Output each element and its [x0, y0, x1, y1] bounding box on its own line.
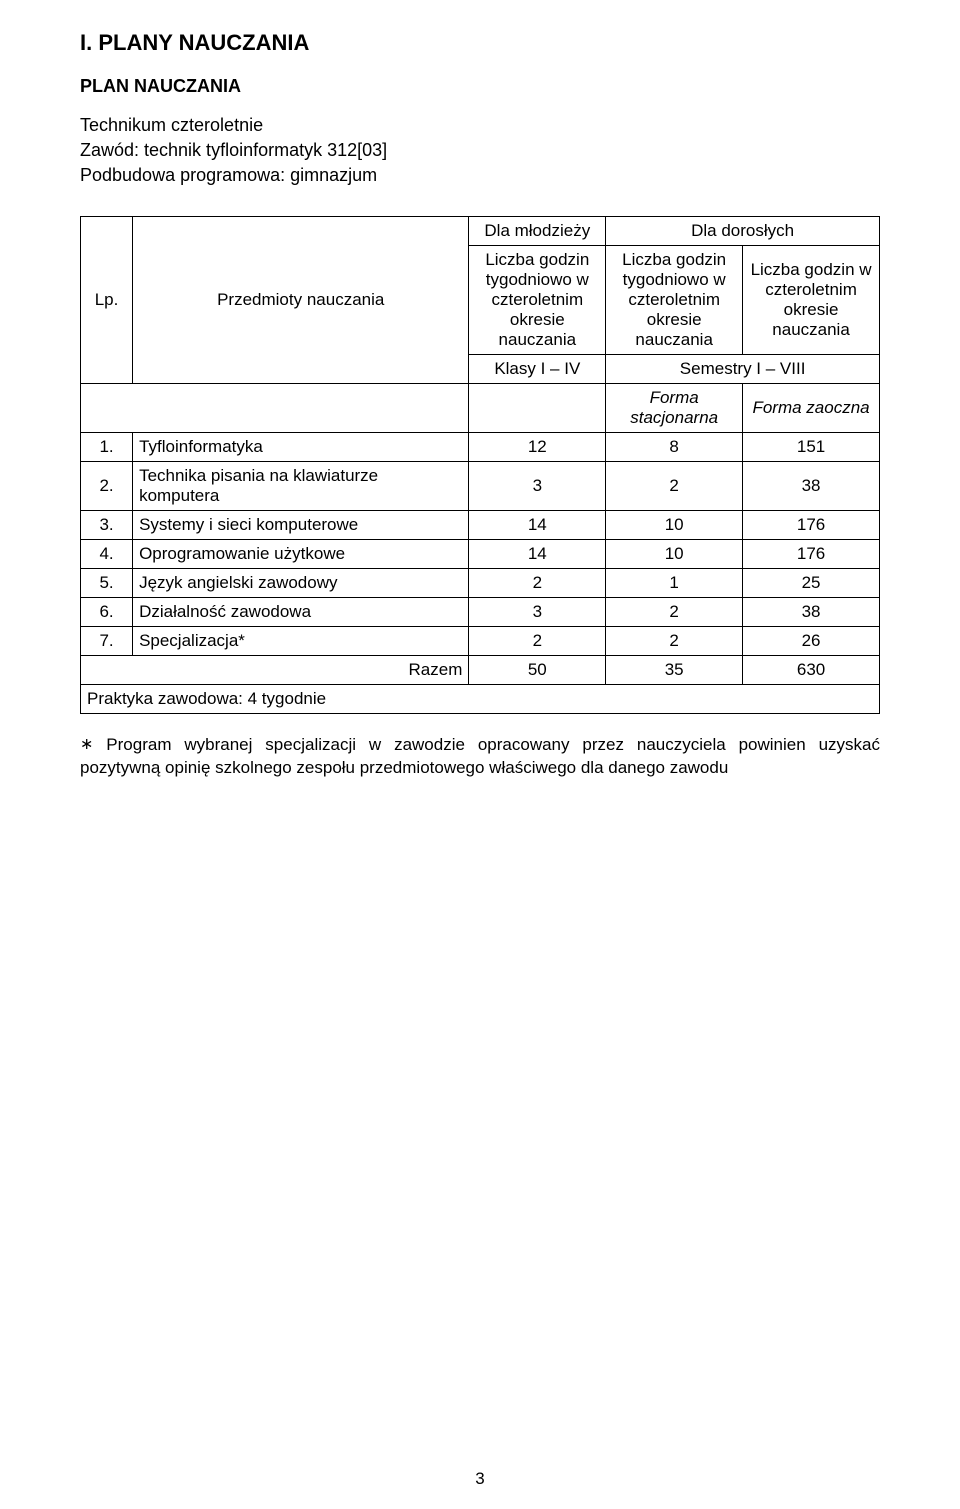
cell-name: Technika pisania na klawiaturze komputer… — [133, 462, 469, 511]
header-mlodziez: Dla młodzieży — [469, 217, 606, 246]
table-row: 6. Działalność zawodowa 3 2 38 — [81, 598, 880, 627]
header-col-c: Liczba godzin w czteroletnim okresie nau… — [743, 246, 880, 355]
table-header-row-4: Forma stacjonarna Forma zaoczna — [81, 384, 880, 433]
table-totals-row: Razem 50 35 630 — [81, 656, 880, 685]
cell-a: 14 — [469, 540, 606, 569]
header-forma-stac: Forma stacjonarna — [606, 384, 743, 433]
cell-c: 38 — [743, 598, 880, 627]
table-row: 5. Język angielski zawodowy 2 1 25 — [81, 569, 880, 598]
footnote-text: Program wybranej specjalizacji w zawodzi… — [80, 735, 880, 777]
totals-b: 35 — [606, 656, 743, 685]
table-row: 2. Technika pisania na klawiaturze kompu… — [81, 462, 880, 511]
cell-a: 2 — [469, 627, 606, 656]
cell-c: 176 — [743, 540, 880, 569]
cell-c: 38 — [743, 462, 880, 511]
cell-lp: 4. — [81, 540, 133, 569]
cell-lp: 1. — [81, 433, 133, 462]
cell-c: 176 — [743, 511, 880, 540]
cell-lp: 6. — [81, 598, 133, 627]
cell-b: 2 — [606, 598, 743, 627]
cell-b: 1 — [606, 569, 743, 598]
cell-name: Systemy i sieci komputerowe — [133, 511, 469, 540]
table-row: 7. Specjalizacja* 2 2 26 — [81, 627, 880, 656]
table-header-row-1: Lp. Przedmioty nauczania Dla młodzieży D… — [81, 217, 880, 246]
cell-lp: 5. — [81, 569, 133, 598]
header-forma-zao: Forma zaoczna — [743, 384, 880, 433]
cell-name: Specjalizacja* — [133, 627, 469, 656]
section-heading: PLAN NAUCZANIA — [80, 76, 880, 97]
header-klasy: Klasy I – IV — [469, 355, 606, 384]
cell-name: Oprogramowanie użytkowe — [133, 540, 469, 569]
curriculum-table: Lp. Przedmioty nauczania Dla młodzieży D… — [80, 216, 880, 714]
subtitle-line-1: Technikum czteroletnie — [80, 115, 880, 136]
cell-lp: 2. — [81, 462, 133, 511]
header-klasy-empty — [469, 384, 606, 433]
cell-b: 10 — [606, 511, 743, 540]
page-number: 3 — [0, 1469, 960, 1489]
cell-b: 2 — [606, 462, 743, 511]
footnote: ∗ Program wybranej specjalizacji w zawod… — [80, 734, 880, 780]
cell-a: 3 — [469, 598, 606, 627]
page-title: I. PLANY NAUCZANIA — [80, 30, 880, 56]
cell-b: 8 — [606, 433, 743, 462]
table-row: 1. Tyfloinformatyka 12 8 151 — [81, 433, 880, 462]
totals-c: 630 — [743, 656, 880, 685]
cell-c: 151 — [743, 433, 880, 462]
cell-name: Tyfloinformatyka — [133, 433, 469, 462]
totals-label: Razem — [81, 656, 469, 685]
table-row: 3. Systemy i sieci komputerowe 14 10 176 — [81, 511, 880, 540]
cell-b: 10 — [606, 540, 743, 569]
cell-name: Język angielski zawodowy — [133, 569, 469, 598]
page: I. PLANY NAUCZANIA PLAN NAUCZANIA Techni… — [0, 0, 960, 1509]
footnote-marker: ∗ — [80, 736, 93, 753]
table-row: 4. Oprogramowanie użytkowe 14 10 176 — [81, 540, 880, 569]
cell-lp: 3. — [81, 511, 133, 540]
header-semestry: Semestry I – VIII — [606, 355, 880, 384]
cell-a: 14 — [469, 511, 606, 540]
cell-b: 2 — [606, 627, 743, 656]
praktyka-cell: Praktyka zawodowa: 4 tygodnie — [81, 685, 880, 714]
header-col-b: Liczba godzin tygodniowo w czteroletnim … — [606, 246, 743, 355]
subtitle-line-3: Podbudowa programowa: gimnazjum — [80, 165, 880, 186]
cell-a: 3 — [469, 462, 606, 511]
subtitle-line-2: Zawód: technik tyfloinformatyk 312[03] — [80, 140, 880, 161]
table-praktyka-row: Praktyka zawodowa: 4 tygodnie — [81, 685, 880, 714]
header-lp: Lp. — [81, 217, 133, 384]
cell-a: 12 — [469, 433, 606, 462]
totals-a: 50 — [469, 656, 606, 685]
header-przedmioty: Przedmioty nauczania — [133, 217, 469, 384]
header-empty — [81, 384, 469, 433]
cell-name: Działalność zawodowa — [133, 598, 469, 627]
curriculum-table-wrap: Lp. Przedmioty nauczania Dla młodzieży D… — [80, 216, 880, 714]
cell-lp: 7. — [81, 627, 133, 656]
cell-c: 26 — [743, 627, 880, 656]
header-col-a: Liczba godzin tygodniowo w czteroletnim … — [469, 246, 606, 355]
header-dorosli: Dla dorosłych — [606, 217, 880, 246]
cell-a: 2 — [469, 569, 606, 598]
cell-c: 25 — [743, 569, 880, 598]
